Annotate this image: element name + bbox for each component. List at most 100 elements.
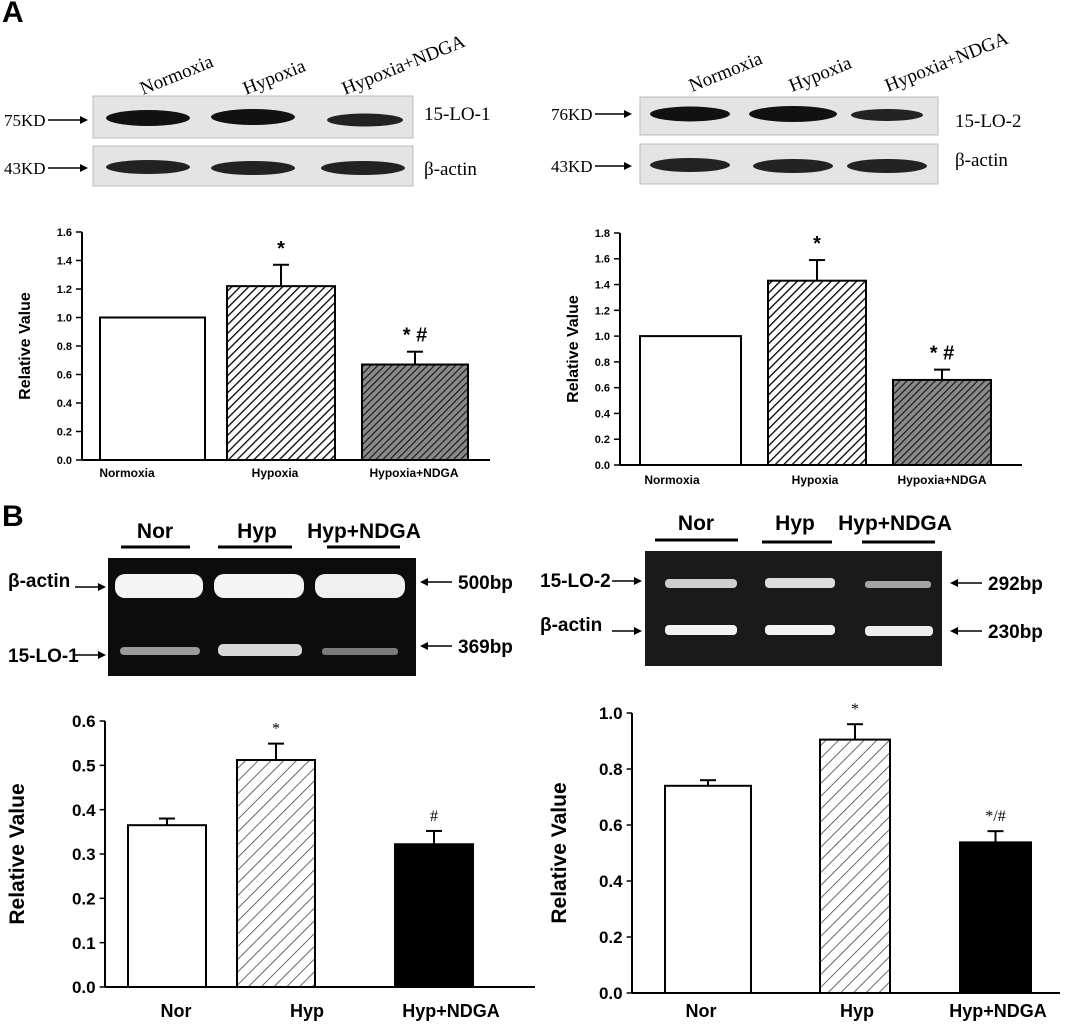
chart2-bar-1 bbox=[767, 279, 867, 467]
wb-left-arrowhead-1 bbox=[80, 116, 88, 124]
gel-left-band-actin-nor bbox=[115, 574, 203, 598]
chart1-category-label-2: Hypoxia+NDGA bbox=[369, 466, 458, 480]
wb-left-band-actin-nor bbox=[106, 160, 190, 174]
chart3-ytick-label-5: 0.5 bbox=[72, 756, 96, 775]
wb-left-band-15lo1-hyp bbox=[211, 109, 295, 125]
wb-right-band-label-2: β-actin bbox=[955, 150, 1008, 171]
gel-left-band-15lo1-ndga bbox=[322, 648, 398, 655]
chart1-category-label-1: Hypoxia bbox=[252, 466, 299, 480]
chart2: 0.0 0.2 0.4 0.6 0.8 1.0 1.2 1.4 1.6 1.8 Relative V… bbox=[565, 228, 1022, 487]
gel-right-band-15lo2-ndga bbox=[865, 581, 931, 588]
chart1-ytick-label-6: 1.2 bbox=[57, 284, 72, 296]
chart1-category-label-0: Normoxia bbox=[99, 466, 155, 480]
chart4-category-label-1: Hyp bbox=[840, 1001, 874, 1021]
chart3: 0.0 0.1 0.2 0.3 0.4 0.5 0.6 Relative Value Nor * H… bbox=[6, 712, 535, 1021]
chart4: 0.0 0.2 0.4 0.6 0.8 1.0 Relative Value Nor * Hyp *… bbox=[548, 701, 1060, 1021]
gel-right-lane-1: Nor bbox=[678, 512, 714, 535]
chart4-ytick-label-1: 0.2 bbox=[599, 928, 623, 947]
chart2-ylabel: Relative Value bbox=[565, 295, 582, 403]
gel-left-left-arrowhead-1 bbox=[98, 583, 106, 591]
chart2-category-label-2: Hypoxia+NDGA bbox=[897, 473, 986, 487]
chart3-annotation-2: # bbox=[430, 808, 438, 825]
gel-right-left-arrowhead-1 bbox=[634, 577, 642, 585]
wb-left-band-label-1: 15-LO-1 bbox=[424, 104, 490, 125]
western-blot-left: Normoxia Hypoxia Hypoxia+NDGA 75KD 43KD … bbox=[4, 31, 490, 187]
wb-left-lane-2: Hypoxia bbox=[240, 55, 309, 99]
chart1-ytick-label-8: 1.6 bbox=[57, 227, 72, 239]
chart1-annotation-2: * # bbox=[403, 325, 427, 347]
chart1-annotation-1: * bbox=[277, 238, 285, 260]
chart4-category-label-0: Nor bbox=[686, 1001, 717, 1021]
chart2-bar-0 bbox=[639, 335, 742, 466]
wb-left-lane-1: Normoxia bbox=[137, 51, 217, 100]
gel-left: Nor Hyp Hyp+NDGA β-actin 15-LO-1 500bp 3… bbox=[8, 520, 513, 676]
chart3-category-label-0: Nor bbox=[161, 1001, 192, 1021]
chart2-category-label-1: Hypoxia bbox=[792, 473, 839, 487]
gel-left-lane-1: Nor bbox=[137, 520, 173, 543]
chart4-bar-0 bbox=[664, 784, 752, 994]
gel-left-left-arrowhead-2 bbox=[98, 651, 106, 659]
wb-right-band-15lo2-hyp bbox=[749, 106, 837, 122]
gel-right-left-label-2: β-actin bbox=[540, 615, 602, 636]
chart2-annotation-1: * bbox=[813, 233, 821, 255]
chart2-ytick-label-9: 1.8 bbox=[595, 228, 610, 240]
wb-right-band-actin-nor bbox=[650, 158, 730, 172]
wb-right-band-15lo2-ndga bbox=[851, 109, 923, 121]
wb-right-band-actin-ndga bbox=[847, 159, 927, 173]
gel-right-band-actin-nor bbox=[665, 625, 737, 635]
gel-right-lane-2: Hyp bbox=[775, 512, 815, 535]
chart2-ytick-label-4: 0.8 bbox=[595, 357, 610, 369]
gel-right-band-15lo2-nor bbox=[665, 579, 737, 588]
gel-right-band-actin-hyp bbox=[765, 625, 835, 635]
chart4-ytick-label-2: 0.4 bbox=[599, 872, 623, 891]
chart3-ytick-label-6: 0.6 bbox=[72, 712, 96, 731]
gel-right-band-15lo2-hyp bbox=[765, 578, 835, 588]
chart2-ytick-label-6: 1.2 bbox=[595, 305, 610, 317]
chart1-ytick-label-0: 0.0 bbox=[57, 455, 72, 467]
gel-left-right-arrowhead-1 bbox=[420, 578, 428, 586]
chart2-category-label-0: Normoxia bbox=[644, 473, 700, 487]
gel-left-left-label-2: 15-LO-1 bbox=[8, 646, 79, 667]
wb-right-lane-1: Normoxia bbox=[686, 48, 766, 97]
gel-right-band-actin-ndga bbox=[865, 626, 933, 636]
chart3-ytick-label-4: 0.4 bbox=[72, 801, 96, 820]
wb-right-band-label-1: 15-LO-2 bbox=[955, 111, 1021, 132]
chart4-annotation-2: */# bbox=[985, 808, 1005, 825]
panel-label-b: B bbox=[2, 500, 24, 533]
chart3-bar-1 bbox=[236, 759, 316, 988]
chart2-ytick-label-3: 0.6 bbox=[595, 383, 610, 395]
wb-right-arrowhead-1 bbox=[624, 110, 632, 118]
gel-right-left-label-1: 15-LO-2 bbox=[540, 571, 611, 592]
chart1-ytick-label-7: 1.4 bbox=[57, 255, 73, 267]
chart1-ylabel: Relative Value bbox=[17, 292, 34, 400]
wb-left-marker-2: 43KD bbox=[4, 159, 46, 178]
wb-left-band-actin-hyp bbox=[211, 161, 295, 175]
wb-left-band-15lo1-nor bbox=[106, 110, 190, 126]
chart1-ytick-label-5: 1.0 bbox=[57, 312, 72, 324]
gel-left-band-actin-ndga bbox=[315, 574, 405, 598]
chart1-bar-2 bbox=[361, 363, 469, 461]
gel-left-right-label-2: 369bp bbox=[458, 637, 513, 658]
chart1-ytick-label-2: 0.4 bbox=[57, 398, 73, 410]
gel-right-right-label-2: 230bp bbox=[988, 622, 1043, 643]
chart1-ytick-label-3: 0.6 bbox=[57, 369, 72, 381]
chart4-ytick-label-3: 0.6 bbox=[599, 816, 623, 835]
gel-right: Nor Hyp Hyp+NDGA 15-LO-2 β-actin 292bp 2… bbox=[540, 512, 1043, 666]
gel-right-left-arrowhead-2 bbox=[634, 627, 642, 635]
chart4-ytick-label-4: 0.8 bbox=[599, 760, 623, 779]
panel-label-a: A bbox=[2, 0, 24, 29]
gel-left-lane-2: Hyp bbox=[237, 520, 277, 543]
gel-right-lane-3: Hyp+NDGA bbox=[838, 512, 952, 535]
chart2-bar-2 bbox=[892, 378, 992, 466]
chart4-ytick-label-0: 0.0 bbox=[599, 984, 623, 1003]
chart4-bar-1 bbox=[819, 738, 891, 994]
chart2-annotation-2: * # bbox=[930, 343, 954, 365]
gel-left-lane-3: Hyp+NDGA bbox=[307, 520, 421, 543]
chart2-ytick-label-2: 0.4 bbox=[595, 408, 611, 420]
wb-right-marker-2: 43KD bbox=[551, 157, 593, 176]
chart2-ytick-label-5: 1.0 bbox=[595, 331, 610, 343]
wb-left-band-label-2: β-actin bbox=[424, 159, 477, 180]
gel-right-body bbox=[645, 551, 942, 666]
wb-left-band-15lo1-ndga bbox=[327, 113, 403, 127]
